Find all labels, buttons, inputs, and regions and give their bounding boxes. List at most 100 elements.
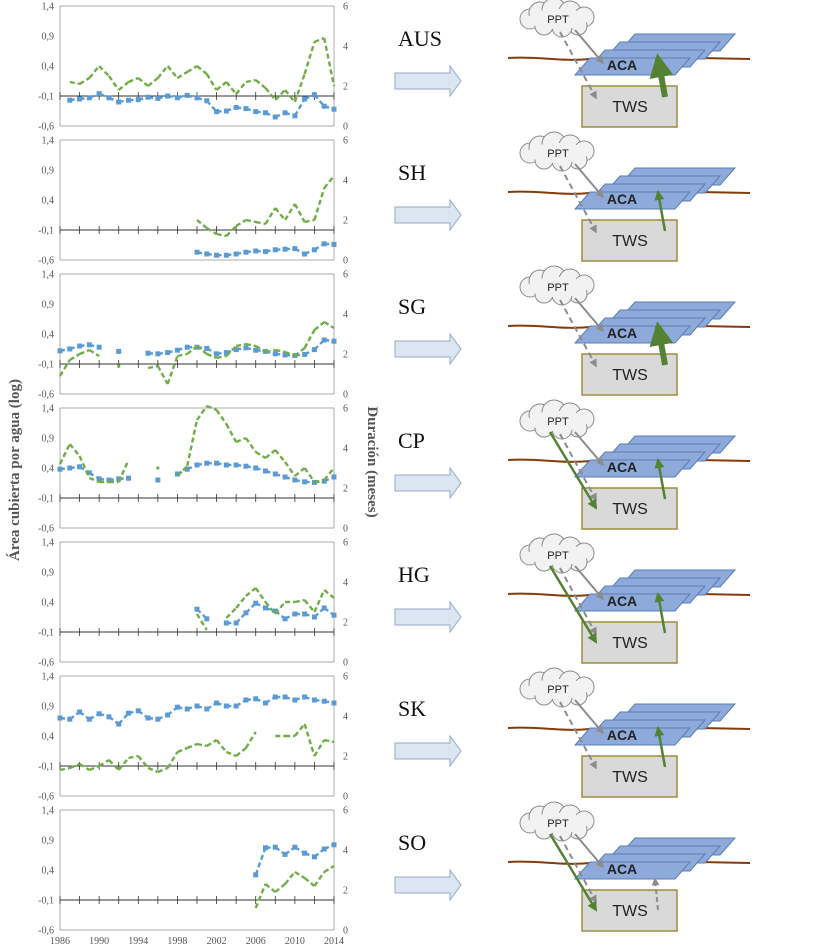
data-point xyxy=(155,716,161,722)
data-point xyxy=(272,114,278,120)
data-point xyxy=(282,246,288,252)
ppt-to-aca-arrow xyxy=(574,297,605,333)
series-segment xyxy=(117,459,130,483)
data-point xyxy=(86,95,92,101)
series-segment xyxy=(254,883,267,909)
ppt-label: PPT xyxy=(547,148,569,160)
series-segment xyxy=(166,65,179,79)
chart-stack: 1,4 0,9 0,4 -0,1 -0,6 6 4 2 0 1,4 0,9 0,4 -0,1 -0,6 6 4… xyxy=(38,2,348,945)
aca-label: ACA xyxy=(607,191,637,207)
cloud-core xyxy=(528,9,588,29)
series-segment xyxy=(117,81,130,91)
series-segment xyxy=(176,70,188,80)
ppt-to-tws-green-arrow xyxy=(548,565,598,644)
tws-box xyxy=(581,755,678,798)
aca-label: ACA xyxy=(607,459,637,475)
data-point xyxy=(302,96,308,102)
right-tick-label: 2 xyxy=(343,618,348,629)
right-tick-label: 0 xyxy=(343,926,348,937)
data-point xyxy=(311,479,317,485)
data-point xyxy=(272,471,278,477)
data-point xyxy=(292,113,298,119)
series-segment xyxy=(323,738,335,744)
data-point xyxy=(214,460,220,466)
diagram-stack: AUSTWSACAPPTSHTWSACAPPTSGTWSACAPPTCPTWSA… xyxy=(394,0,751,932)
area-series xyxy=(67,91,337,120)
data-point xyxy=(106,95,112,101)
area-series xyxy=(57,337,337,359)
ppt-to-aca-arrow xyxy=(574,699,605,735)
series-segment xyxy=(186,742,198,750)
left-tick-label: -0,1 xyxy=(38,494,54,505)
tws-to-aca-arrow xyxy=(654,726,667,768)
data-point xyxy=(311,92,317,98)
series-segment xyxy=(225,750,237,758)
left-tick-label: -0,1 xyxy=(38,628,54,639)
tws-box xyxy=(581,889,678,932)
flow-arrow xyxy=(394,600,462,634)
cloud-core xyxy=(528,277,588,297)
data-point xyxy=(321,605,327,611)
ppt-to-aca-arrow xyxy=(574,565,605,601)
area-series xyxy=(194,600,337,626)
data-point xyxy=(165,93,171,99)
series-segment xyxy=(264,87,277,101)
diagram-aus: AUS TWS ACA PPT xyxy=(394,0,751,128)
series-segment xyxy=(176,746,188,754)
data-point xyxy=(282,694,288,700)
flow-arrow xyxy=(394,64,462,98)
ppt-cloud xyxy=(519,0,595,38)
data-point xyxy=(292,246,298,252)
series-segment xyxy=(156,65,169,79)
cloud-core xyxy=(528,813,588,833)
data-point xyxy=(204,460,210,466)
x-tick-label: 1998 xyxy=(167,936,187,945)
series-segment xyxy=(186,345,198,355)
series-segment xyxy=(293,723,306,737)
series-segment xyxy=(264,449,277,459)
right-tick-label: 4 xyxy=(343,176,348,187)
right-tick-label: 0 xyxy=(343,524,348,535)
data-point xyxy=(67,465,73,471)
data-point xyxy=(243,249,249,255)
tws-to-aca-arrow xyxy=(654,458,667,500)
series-segment xyxy=(157,766,169,774)
data-point xyxy=(223,350,229,356)
series-segment xyxy=(215,739,228,753)
series-segment xyxy=(196,345,208,355)
left-tick-label: 0,4 xyxy=(42,196,55,207)
region-label: CP xyxy=(398,428,425,453)
region-label: SH xyxy=(398,160,426,185)
data-point xyxy=(321,241,327,247)
series-segment xyxy=(323,175,335,189)
data-point xyxy=(263,468,268,474)
series-segment xyxy=(176,465,189,477)
data-point xyxy=(223,252,229,258)
data-point xyxy=(214,252,220,258)
chart-panel-aus: 1,4 0,9 0,4 -0,1 -0,6 6 4 2 0 xyxy=(38,2,348,133)
data-point xyxy=(243,106,249,112)
data-point xyxy=(204,345,210,351)
series-segment xyxy=(235,436,247,444)
tws-box xyxy=(581,621,678,664)
x-tick-label: 1994 xyxy=(128,936,148,945)
left-tick-label: 1,4 xyxy=(42,672,55,683)
duration-series xyxy=(59,723,335,774)
tws-label: TWS xyxy=(612,233,648,250)
flow-arrow xyxy=(394,332,462,366)
left-tick-label: 0,4 xyxy=(42,866,55,877)
left-tick-label: 0,9 xyxy=(42,166,55,177)
data-point xyxy=(214,109,220,115)
ppt-cloud xyxy=(519,265,595,306)
flow-arrow xyxy=(394,198,462,232)
series-segment xyxy=(264,601,277,615)
series-segment xyxy=(107,75,120,91)
series-segment xyxy=(313,36,325,44)
data-point xyxy=(243,697,249,703)
series-segment xyxy=(313,321,325,331)
series-segment xyxy=(177,352,188,358)
left-tick-label: 0,4 xyxy=(42,62,55,73)
duration-series xyxy=(69,36,336,103)
data-point xyxy=(253,600,259,606)
